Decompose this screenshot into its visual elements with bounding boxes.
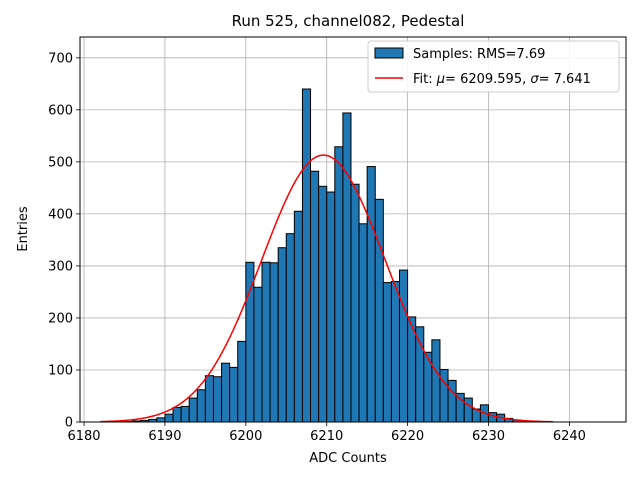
y-tick-label: 600 (48, 103, 73, 118)
histogram-bar (455, 392, 465, 423)
y-tick-label: 500 (48, 155, 73, 170)
x-tick-label: 6220 (391, 429, 424, 444)
histogram-bar (269, 262, 279, 423)
histogram-bar (326, 191, 336, 423)
histogram-bar (366, 166, 376, 423)
histogram-bar (172, 406, 182, 423)
legend-box (367, 40, 620, 93)
legend-swatch-samples (374, 47, 404, 59)
x-tick-label: 6200 (229, 429, 262, 444)
y-axis-ticks: 0 100 200 300 400 500 600 700 (48, 51, 80, 431)
histogram-bar (334, 146, 344, 423)
x-tick-label: 6190 (148, 429, 181, 444)
histogram-bar (212, 376, 223, 423)
histogram-bar (237, 340, 247, 423)
y-tick-label: 400 (48, 207, 73, 222)
legend-label-fit: Fit: μ= 6209.595, σ= 7.641 (413, 72, 591, 87)
histogram-bar (293, 210, 303, 423)
histogram-bar (204, 375, 214, 423)
histogram-bar (277, 247, 287, 423)
legend-label-samples: Samples: RMS=7.69 (413, 47, 545, 62)
x-tick-label: 6240 (553, 429, 586, 444)
histogram-bar (382, 282, 392, 423)
x-tick-label: 6230 (472, 429, 505, 444)
histogram-bar (431, 339, 441, 423)
histogram-bar (164, 413, 174, 423)
histogram-bar (463, 397, 473, 423)
histogram-bar (342, 112, 352, 423)
y-tick-label: 0 (65, 416, 73, 431)
plot-frame (79, 36, 627, 423)
histogram-bar (318, 185, 328, 423)
histogram-bar (180, 405, 190, 423)
histogram-bar (261, 261, 271, 423)
histogram-bar (487, 412, 498, 423)
x-axis-label: ADC Counts (309, 451, 387, 466)
histogram-bar (399, 269, 409, 423)
y-tick-label: 700 (48, 51, 73, 66)
histogram-bar (285, 233, 295, 423)
histogram-bar (301, 88, 312, 423)
x-axis-ticks: 6180 6190 6200 6210 6220 6230 6240 (67, 422, 586, 444)
histogram-bar (245, 261, 255, 423)
histogram-bar (196, 389, 206, 423)
histogram-bar (156, 417, 166, 423)
histogram-bar (447, 379, 457, 423)
y-tick-label: 100 (48, 363, 73, 378)
histogram-bar (390, 281, 401, 423)
gaussian-fit-curve (100, 154, 554, 423)
histogram-bar (310, 170, 320, 423)
x-tick-label: 6210 (310, 429, 343, 444)
histogram-bar (253, 286, 263, 423)
x-tick-label: 6180 (67, 429, 100, 444)
y-axis-label: Entries (16, 206, 31, 252)
y-tick-label: 300 (48, 259, 73, 274)
histogram-bar (229, 366, 239, 423)
legend: Samples: RMS=7.69 Fit: μ= 6209.595, σ= 7… (367, 40, 620, 93)
histogram-bar (374, 198, 384, 423)
histogram-bar (221, 362, 231, 423)
histogram-bar (188, 397, 198, 423)
y-tick-label: 200 (48, 311, 73, 326)
histogram-bar (358, 223, 368, 423)
histogram-bar (350, 183, 360, 423)
chart-title: Run 525, channel082, Pedestal (232, 12, 465, 30)
